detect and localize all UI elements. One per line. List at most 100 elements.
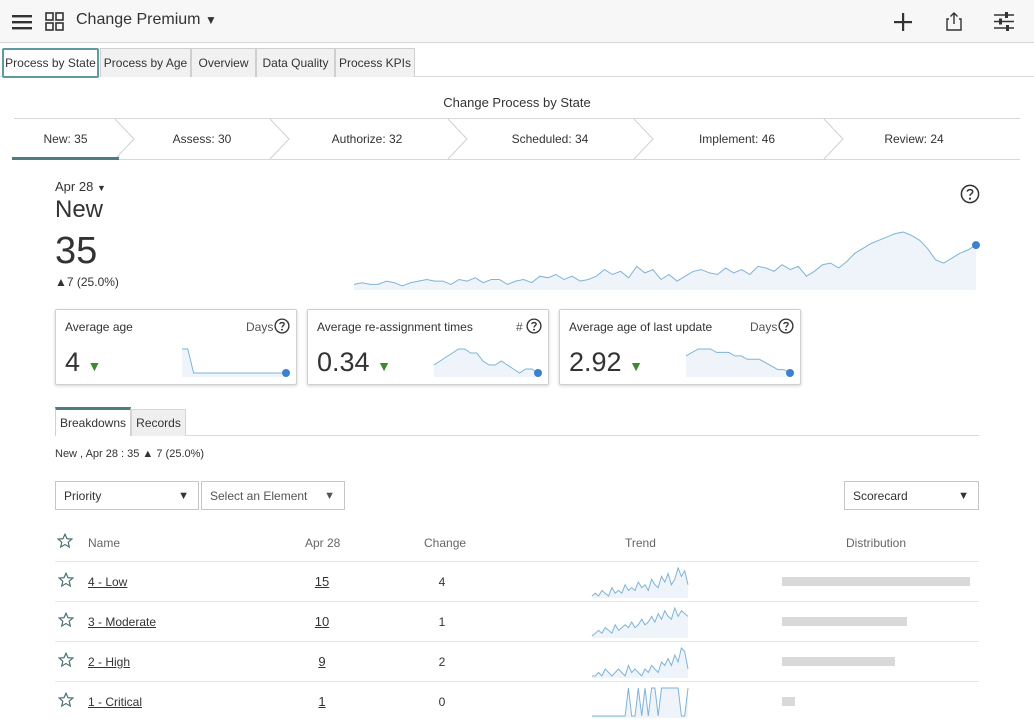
star-all-icon[interactable] xyxy=(56,532,74,554)
column-header-distribution: Distribution xyxy=(846,536,907,550)
caret-down-icon[interactable]: ▼ xyxy=(205,13,217,27)
row-value-link[interactable]: 15 xyxy=(314,574,330,589)
plus-icon[interactable] xyxy=(892,0,914,43)
star-icon[interactable] xyxy=(57,571,75,593)
help-icon[interactable] xyxy=(960,184,980,209)
help-icon[interactable] xyxy=(526,318,542,339)
row-name-link[interactable]: 2 - High xyxy=(88,655,131,669)
card-sparkline xyxy=(182,348,290,377)
view-select-value: Scorecard xyxy=(853,488,908,503)
breakdown-summary: New , Apr 28 : 35 ▲ 7 (25.0%) xyxy=(55,448,205,460)
step-chevron xyxy=(114,119,135,159)
element-select-placeholder: Select an Element xyxy=(210,488,308,503)
metric-card-reassignment[interactable]: Average re-assignment times # 0.34 ▼ xyxy=(307,309,549,385)
menu-icon[interactable] xyxy=(10,0,34,43)
sparkline-last-point xyxy=(282,369,290,377)
row-trend-sparkline xyxy=(591,566,689,598)
card-unit: # xyxy=(516,320,523,334)
dashboard-tabs: Process by State Process by Age Overview… xyxy=(0,43,1034,78)
sparkline-area xyxy=(592,568,688,598)
sparkline-area xyxy=(592,608,688,638)
step-scheduled[interactable]: Scheduled: 34 xyxy=(511,132,589,146)
step-implement[interactable]: Implement: 46 xyxy=(698,132,776,146)
state-name: New xyxy=(55,196,104,223)
active-step-indicator xyxy=(12,157,119,160)
row-change: 4 xyxy=(438,575,446,589)
row-trend-sparkline xyxy=(592,646,689,678)
star-icon[interactable] xyxy=(57,651,75,673)
column-header-name[interactable]: Name xyxy=(88,536,121,550)
row-change: 2 xyxy=(438,655,446,669)
column-header-change[interactable]: Change xyxy=(424,536,467,550)
distribution-bar xyxy=(782,657,895,666)
tab-process-kpis[interactable]: Process KPIs xyxy=(335,48,415,77)
sparkline-line xyxy=(592,687,689,717)
sparkline-area xyxy=(182,349,286,377)
card-unit: Days xyxy=(246,320,274,334)
table-row: 3 - Moderate 10 1 xyxy=(55,601,979,641)
star-icon[interactable] xyxy=(57,611,75,633)
column-header-date[interactable]: Apr 28 xyxy=(305,536,341,550)
card-value-text: 2.92 xyxy=(569,347,622,377)
star-icon[interactable] xyxy=(57,691,75,713)
sparkline-last-point xyxy=(972,241,980,250)
card-value: 0.34 ▼ xyxy=(317,347,391,378)
card-sparkline xyxy=(433,348,542,377)
tab-breakdowns[interactable]: Breakdowns xyxy=(55,407,131,436)
step-chevron xyxy=(823,119,844,159)
row-name-link[interactable]: 4 - Low xyxy=(88,575,128,589)
sparkline-line xyxy=(182,348,286,374)
tab-records[interactable]: Records xyxy=(131,409,186,436)
row-name-link[interactable]: 3 - Moderate xyxy=(88,615,157,629)
step-assess[interactable]: Assess: 30 xyxy=(172,132,232,146)
sparkline-line xyxy=(591,606,689,637)
card-title: Average age xyxy=(65,320,133,334)
distribution-bar xyxy=(782,617,908,626)
help-icon[interactable] xyxy=(274,318,290,339)
row-change: 1 xyxy=(438,615,446,629)
caret-down-icon: ▼ xyxy=(178,490,189,502)
help-icon[interactable] xyxy=(778,318,794,339)
card-value-text: 4 xyxy=(65,347,81,377)
row-value-link[interactable]: 10 xyxy=(314,614,330,629)
row-name-link[interactable]: 1 - Critical xyxy=(88,695,143,709)
row-trend-sparkline xyxy=(591,606,689,638)
share-icon[interactable] xyxy=(944,0,964,43)
top-bar: Change Premium ▼ xyxy=(0,0,1034,43)
sparkline-line xyxy=(592,646,689,677)
metric-card-last-update[interactable]: Average age of last update Days 2.92 ▼ xyxy=(559,309,801,385)
step-authorize[interactable]: Authorize: 32 xyxy=(331,132,403,146)
score-change: ▲7 (25.0%) xyxy=(55,275,119,289)
tab-data-quality[interactable]: Data Quality xyxy=(256,48,335,77)
process-stepper: New: 35 Assess: 30 Authorize: 32 Schedul… xyxy=(14,118,1020,160)
card-title: Average age of last update xyxy=(569,320,713,334)
dashboard-grid-icon[interactable] xyxy=(43,0,65,43)
sparkline-last-point xyxy=(786,369,794,377)
metric-card-average-age[interactable]: Average age Days 4 ▼ xyxy=(55,309,297,385)
step-new[interactable]: New: 35 xyxy=(43,132,88,146)
sparkline-line xyxy=(433,348,539,374)
view-select[interactable]: Scorecard ▼ xyxy=(844,481,979,510)
step-review[interactable]: Review: 24 xyxy=(884,132,944,146)
tab-process-by-state[interactable]: Process by State xyxy=(2,48,99,78)
tab-overview[interactable]: Overview xyxy=(191,48,256,77)
sparkline-area xyxy=(686,349,790,377)
card-value: 2.92 ▼ xyxy=(569,347,643,378)
process-title: Change Process by State xyxy=(443,95,591,110)
breakdown-select[interactable]: Priority ▼ xyxy=(55,481,199,510)
element-select[interactable]: Select an Element ▼ xyxy=(201,481,345,510)
column-header-trend: Trend xyxy=(625,536,656,550)
card-unit: Days xyxy=(750,320,778,334)
filter-sliders-icon[interactable] xyxy=(993,0,1015,43)
sparkline-area xyxy=(354,232,976,290)
row-value-link[interactable]: 1 xyxy=(318,694,326,709)
down-triangle-icon: ▼ xyxy=(629,358,643,374)
row-value-link[interactable]: 9 xyxy=(318,654,326,669)
tab-process-by-age[interactable]: Process by Age xyxy=(100,48,191,77)
step-chevron xyxy=(269,119,290,159)
table-row: 4 - Low 15 4 xyxy=(55,561,979,601)
score-value: 35 xyxy=(55,230,98,272)
dashboard-title[interactable]: Change Premium xyxy=(76,11,201,28)
table-row: 2 - High 9 2 xyxy=(55,641,979,681)
date-selector[interactable]: Apr 28 ▼ xyxy=(55,179,106,194)
